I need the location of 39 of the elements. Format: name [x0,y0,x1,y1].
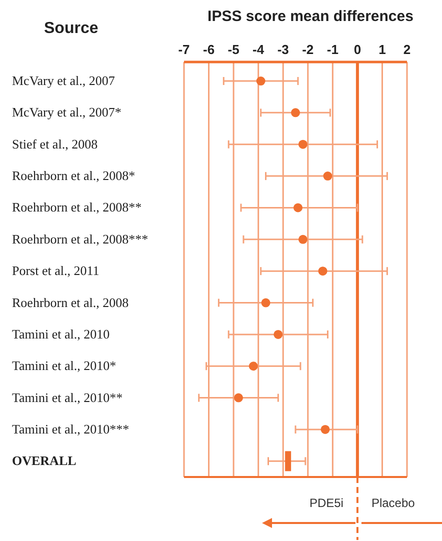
y-axis-title: Source [44,20,98,38]
x-tick-label: -5 [228,42,240,57]
point [320,424,330,434]
point [256,76,266,86]
y-tick-label: Roehrborn et al., 2008* [12,168,136,184]
x-tick-label: -6 [202,42,215,57]
point [298,234,308,244]
x-tick-label: -7 [178,42,190,57]
point [261,298,270,308]
point [293,203,302,212]
x-axis-title: IPSS score mean differences [206,8,414,25]
x-tick-label: 1 [378,42,386,57]
x-tick-label: 2 [403,42,411,57]
x-tick-label: -2 [302,42,314,57]
y-tick-label: OVERALL [12,453,77,468]
point [318,266,328,276]
y-tick-label: Tamini et al., 2010 [12,326,110,342]
x-tick-label: -1 [326,42,338,57]
point [274,330,283,339]
y-tick-label: Stief et al., 2008 [12,136,98,152]
y-tick-label: McVary et al., 2007 [12,73,116,88]
y-tick-label: Roehrborn et al., 2008** [12,200,142,215]
point [234,393,244,402]
y-tick-label: Tamini et al., 2010*** [12,421,130,436]
x-tick-label: 0 [354,42,362,57]
text: Placebo [371,496,415,510]
point [323,172,332,181]
x-tick-label: -3 [277,42,289,57]
point [298,140,308,149]
point [291,108,300,118]
text: PDE5i [309,496,344,510]
x-tick-label: -4 [252,42,265,57]
y-tick-label: Porst et al., 2011 [12,263,100,278]
y-tick-label: Roehrborn et al., 2008*** [12,231,148,246]
point [248,362,258,371]
y-tick-label: Tamini et al., 2010** [12,390,123,405]
y-tick-label: McVary et al., 2007* [12,104,122,120]
y-tick-label: Roehrborn et al., 2008 [12,294,129,310]
y-tick-label: Tamini et al., 2010* [12,358,116,374]
